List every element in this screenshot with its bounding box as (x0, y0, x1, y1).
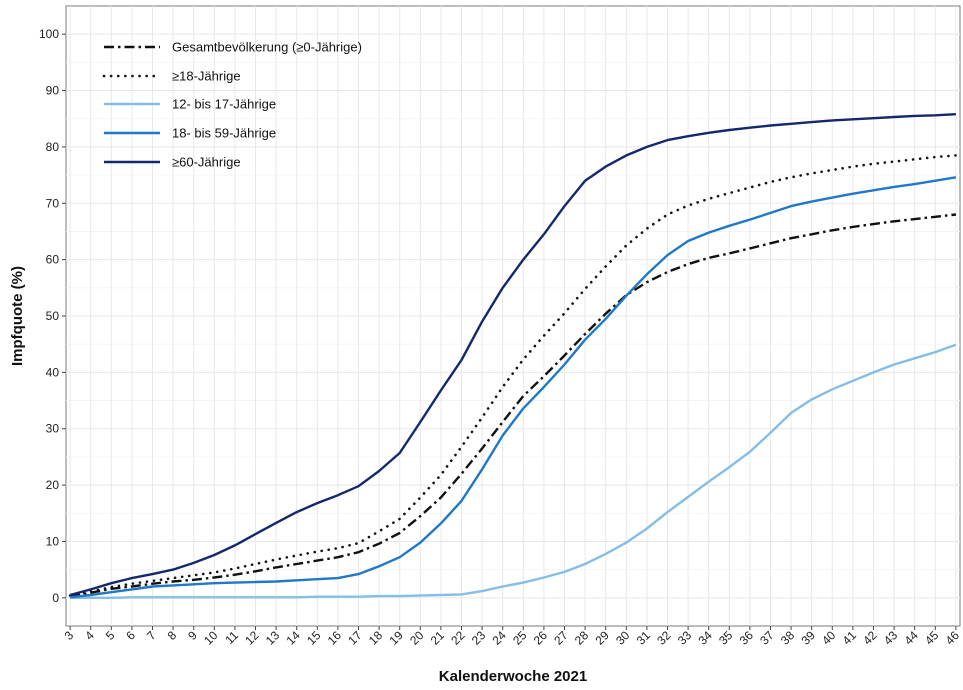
x-tick-label: 39 (798, 628, 818, 648)
x-tick-label: 13 (263, 628, 283, 648)
x-tick-label: 30 (613, 628, 633, 648)
legend-label-gesamt: Gesamtbevölkerung (≥0-Jährige) (172, 40, 362, 55)
x-tick-label: 32 (654, 628, 674, 648)
x-tick-label: 45 (922, 628, 942, 648)
y-tick-label: 100 (39, 27, 59, 41)
x-tick-label: 38 (778, 628, 798, 648)
y-tick-label: 70 (46, 196, 60, 210)
y-tick-label: 40 (46, 365, 60, 379)
x-tick-label: 35 (716, 628, 736, 648)
x-tick-label: 25 (510, 628, 530, 648)
x-tick-label: 20 (407, 628, 427, 648)
series-line-ab60 (69, 113, 956, 597)
x-tick-label: 36 (737, 628, 757, 648)
x-tick-label: 21 (428, 628, 448, 648)
x-tick-label: 29 (592, 628, 612, 648)
x-axis: 3 4 5 6 7 8 9 10 11 12 13 14 15 16 17 18 19 20 21 22 23 24 25 2… (62, 626, 963, 648)
series-line-12-17 (70, 343, 957, 599)
y-tick-label: 10 (46, 534, 60, 548)
y-tick-label: 20 (46, 478, 60, 492)
y-axis: 0 10 20 30 40 50 60 70 80 90 100 (39, 27, 66, 605)
y-axis-title: Impfquote (%) (9, 266, 26, 366)
x-tick-label: 7 (144, 628, 159, 643)
x-tick-label: 26 (531, 628, 551, 648)
x-tick-label: 19 (386, 628, 406, 648)
x-tick-label: 18 (366, 628, 386, 648)
x-tick-label: 23 (469, 628, 489, 648)
x-tick-label: 46 (943, 628, 963, 648)
y-tick-label: 80 (46, 140, 60, 154)
series-line-18-59 (69, 176, 957, 599)
legend-label-12-17: 12- bis 17-Jährige (172, 97, 276, 112)
x-tick-label: 40 (819, 628, 839, 648)
y-tick-label: 90 (46, 84, 60, 98)
x-tick-label: 44 (901, 628, 921, 648)
x-tick-label: 14 (283, 628, 303, 648)
legend: Gesamtbevölkerung (≥0-Jährige) ≥18-Jähri… (102, 40, 362, 170)
x-tick-label: 6 (123, 628, 138, 643)
x-tick-label: 33 (675, 628, 695, 648)
x-tick-label: 31 (634, 628, 654, 648)
x-tick-label: 42 (860, 628, 880, 648)
x-tick-label: 11 (222, 628, 241, 647)
x-tick-label: 9 (185, 628, 200, 643)
grid-lines (66, 6, 960, 626)
x-tick-label: 43 (881, 628, 901, 648)
y-tick-label: 30 (46, 422, 60, 436)
x-tick-label: 3 (62, 628, 77, 643)
x-tick-label: 28 (572, 628, 592, 648)
legend-label-ab60: ≥60-Jährige (172, 155, 241, 170)
x-tick-label: 41 (840, 628, 860, 648)
x-tick-label: 22 (448, 628, 468, 648)
y-tick-label: 0 (52, 591, 59, 605)
x-tick-label: 15 (304, 628, 324, 648)
x-tick-label: 12 (242, 628, 262, 648)
x-tick-label: 16 (325, 628, 345, 648)
x-tick-label: 10 (201, 628, 221, 648)
x-tick-label: 37 (757, 628, 777, 648)
legend-label-ab18: ≥18-Jährige (172, 69, 241, 84)
y-tick-label: 60 (46, 253, 60, 267)
series-line-ab18 (68, 154, 958, 597)
legend-label-18-59: 18- bis 59-Jährige (172, 126, 276, 141)
x-tick-label: 24 (489, 628, 509, 648)
x-tick-label: 27 (551, 628, 571, 648)
x-tick-label: 17 (345, 628, 365, 648)
x-tick-label: 4 (82, 628, 97, 643)
y-tick-label: 50 (46, 309, 60, 323)
x-axis-title: Kalenderwoche 2021 (439, 668, 587, 685)
x-tick-label: 5 (103, 628, 118, 643)
x-tick-label: 34 (695, 628, 715, 648)
series-lines (68, 113, 958, 599)
x-tick-label: 8 (165, 628, 180, 643)
series-line-gesamt (69, 213, 957, 598)
